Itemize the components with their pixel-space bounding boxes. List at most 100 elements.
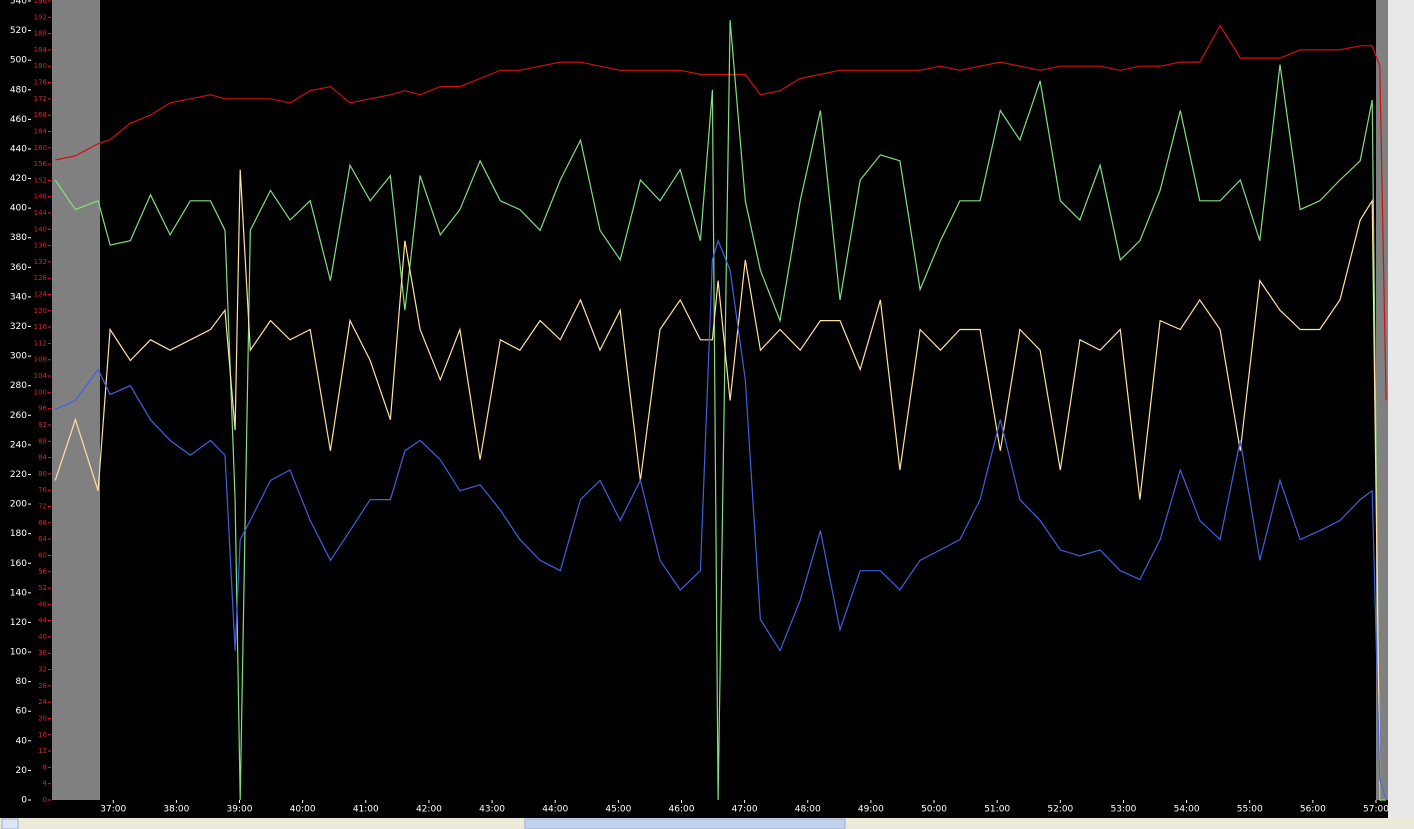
- y2-tick-label: 144: [34, 209, 48, 217]
- y2-tick-label: 112: [34, 339, 47, 347]
- y2-tick-label: 116: [34, 323, 48, 331]
- y2-tick-label: 136: [34, 242, 48, 250]
- y2-tick-label: 184: [34, 46, 48, 54]
- plot-area: 0204060801001201401601802002202402602803…: [10, 0, 1389, 815]
- y2-tick-label: 24: [38, 698, 47, 706]
- y2-tick-label: 12: [38, 747, 47, 755]
- y2-tick-label: 84: [38, 454, 47, 462]
- x-tick-label: 53:00: [1110, 805, 1136, 815]
- x-tick-label: 44:00: [542, 805, 568, 815]
- x-tick-label: 41:00: [353, 805, 379, 815]
- y2-tick-label: 180: [34, 62, 47, 70]
- series-line: [54, 169, 1387, 801]
- x-tick-label: 55:00: [1237, 805, 1263, 815]
- y2-tick-label: 36: [38, 649, 47, 657]
- series-line: [55, 24, 1387, 401]
- y-tick-label: 500: [10, 56, 27, 66]
- y-tick-label: 360: [10, 263, 27, 273]
- y2-tick-label: 168: [34, 111, 47, 119]
- y-tick-label: 160: [10, 559, 27, 569]
- y2-tick-label: 100: [34, 388, 47, 396]
- x-tick-label: 39:00: [227, 805, 253, 815]
- x-tick-label: 56:00: [1300, 805, 1326, 815]
- x-tick-label: 42:00: [416, 805, 442, 815]
- y2-tick-label: 188: [34, 30, 47, 38]
- x-tick-label: 37:00: [100, 805, 126, 815]
- x-tick-label: 47:00: [732, 805, 758, 815]
- x-tick-label: 50:00: [921, 805, 947, 815]
- y2-tick-label: 20: [38, 714, 47, 722]
- y2-tick-label: 176: [34, 79, 48, 87]
- x-tick-label: 40:00: [290, 805, 316, 815]
- y-tick-label: 540: [10, 0, 27, 7]
- y-tick-label: 140: [10, 588, 27, 598]
- y2-tick-label: 72: [38, 502, 47, 510]
- y2-tick-label: 196: [34, 0, 48, 5]
- series-line: [54, 20, 1387, 801]
- y-tick-label: 460: [10, 115, 27, 125]
- y2-tick-label: 104: [34, 372, 48, 380]
- y2-tick-label: 96: [38, 405, 47, 413]
- y-tick-label: 420: [10, 174, 27, 184]
- x-tick-label: 57:00: [1363, 805, 1389, 815]
- y-tick-label: 280: [10, 381, 27, 391]
- y2-tick-label: 172: [34, 95, 47, 103]
- y2-tick-label: 152: [34, 176, 47, 184]
- y-tick-label: 200: [10, 500, 27, 510]
- y-tick-label: 400: [10, 204, 27, 214]
- y2-tick-label: 192: [34, 13, 47, 21]
- scrollbar-thumb[interactable]: [524, 818, 846, 829]
- x-tick-label: 46:00: [669, 805, 695, 815]
- y-tick-label: 180: [10, 529, 27, 539]
- y2-tick-label: 60: [38, 551, 47, 559]
- y2-tick-label: 32: [38, 666, 47, 674]
- y-tick-label: 100: [10, 648, 27, 658]
- y2-tick-label: 4: [43, 780, 48, 788]
- x-tick-label: 49:00: [858, 805, 884, 815]
- y2-tick-label: 108: [34, 356, 47, 364]
- y-tick-label: 20: [16, 766, 28, 776]
- y-tick-label: 440: [10, 144, 27, 154]
- y2-tick-label: 148: [34, 193, 47, 201]
- y-tick-label: 240: [10, 440, 27, 450]
- y-tick-label: 340: [10, 292, 27, 302]
- x-tick-label: 48:00: [795, 805, 821, 815]
- y-tick-label: 480: [10, 85, 27, 95]
- y2-tick-label: 132: [34, 258, 47, 266]
- y-tick-label: 300: [10, 352, 27, 362]
- y2-tick-label: 64: [38, 535, 47, 543]
- y2-tick-label: 128: [34, 274, 47, 282]
- x-tick-label: 54:00: [1174, 805, 1200, 815]
- x-tick-label: 52:00: [1047, 805, 1073, 815]
- y2-tick-label: 8: [43, 763, 47, 771]
- y2-tick-label: 68: [38, 519, 47, 527]
- y-tick-label: 380: [10, 233, 27, 243]
- y2-tick-label: 160: [34, 144, 47, 152]
- y2-tick-label: 0: [43, 796, 47, 804]
- y-tick-label: 40: [16, 736, 28, 746]
- y-tick-label: 120: [10, 618, 27, 628]
- y2-tick-label: 56: [38, 568, 47, 576]
- y2-tick-label: 92: [38, 421, 47, 429]
- right-shade: [1376, 0, 1388, 800]
- y2-tick-label: 120: [34, 307, 47, 315]
- scroll-left-button[interactable]: [1, 818, 19, 829]
- y-tick-label: 320: [10, 322, 27, 332]
- y-tick-label: 260: [10, 411, 27, 421]
- y2-tick-label: 48: [38, 600, 47, 608]
- x-tick-label: 38:00: [163, 805, 189, 815]
- x-tick-label: 51:00: [984, 805, 1010, 815]
- y2-tick-label: 88: [38, 437, 47, 445]
- y2-tick-label: 164: [34, 127, 48, 135]
- y2-tick-label: 16: [38, 731, 47, 739]
- y2-tick-label: 44: [38, 617, 47, 625]
- y2-tick-label: 156: [34, 160, 48, 168]
- y-tick-label: 0: [21, 796, 27, 806]
- y2-tick-label: 28: [38, 682, 47, 690]
- right-margin: [1388, 0, 1414, 818]
- y-tick-label: 60: [16, 707, 28, 717]
- y-tick-label: 520: [10, 26, 27, 36]
- series-line: [54, 238, 1387, 801]
